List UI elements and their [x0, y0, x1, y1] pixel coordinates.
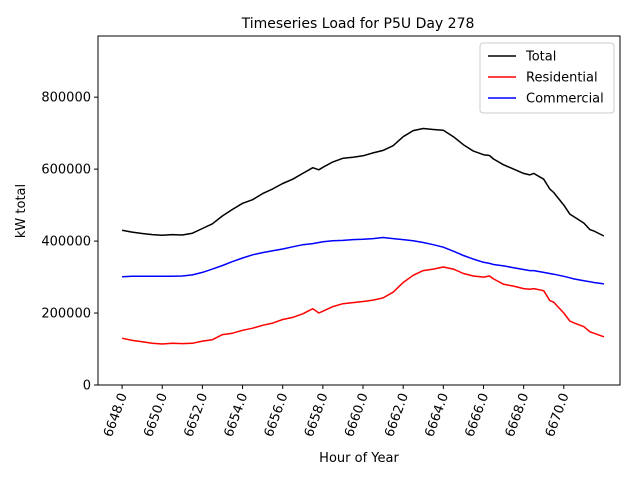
y-tick-label: 400000	[41, 235, 91, 250]
y-axis-ticks: 0 200000 400000 600000 800000	[41, 91, 98, 394]
legend: Total Residential Commercial	[479, 42, 615, 114]
y-tick-label: 600000	[41, 163, 91, 178]
legend-box	[479, 42, 615, 114]
plot-lines	[121, 127, 605, 345]
series-line-total	[121, 127, 605, 237]
plot-frame	[97, 35, 621, 386]
y-tick-label: 200000	[41, 307, 91, 322]
y-axis-label: kW total	[14, 184, 29, 238]
series-line-residential	[121, 266, 605, 345]
y-tick-label: 800000	[41, 91, 91, 106]
legend-label-commercial: Commercial	[526, 92, 604, 107]
legend-label-total: Total	[525, 50, 556, 65]
legend-label-residential: Residential	[526, 71, 598, 86]
x-axis-label: Hour of Year	[319, 451, 399, 466]
chart-title: Timeseries Load for P5U Day 278	[241, 16, 475, 32]
y-tick-label: 0	[83, 379, 91, 394]
series-line-commercial	[122, 236, 605, 285]
